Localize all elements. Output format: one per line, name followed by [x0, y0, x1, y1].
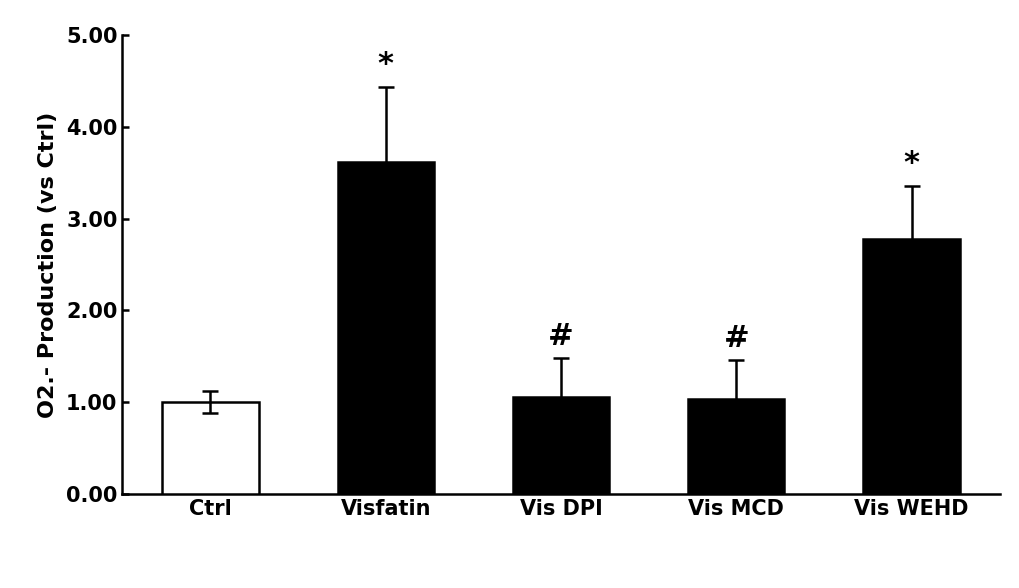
- Bar: [162, 402, 259, 494]
- Bar: [337, 162, 433, 494]
- Text: *: *: [377, 51, 393, 79]
- Text: *: *: [903, 149, 918, 178]
- Bar: [688, 399, 784, 494]
- Text: #: #: [547, 322, 574, 351]
- Bar: [513, 397, 608, 494]
- Bar: [862, 239, 959, 494]
- Y-axis label: O2.- Production (vs Ctrl): O2.- Production (vs Ctrl): [38, 112, 58, 417]
- Text: #: #: [722, 323, 748, 353]
